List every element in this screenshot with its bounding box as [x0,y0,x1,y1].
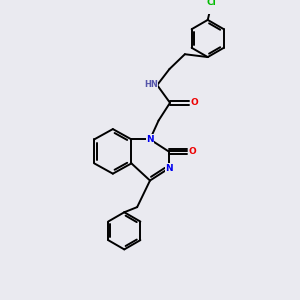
Text: HN: HN [144,80,158,89]
Text: N: N [146,135,154,144]
Text: O: O [188,147,196,156]
Text: O: O [191,98,199,107]
Text: Cl: Cl [207,0,217,7]
Text: N: N [165,164,173,173]
